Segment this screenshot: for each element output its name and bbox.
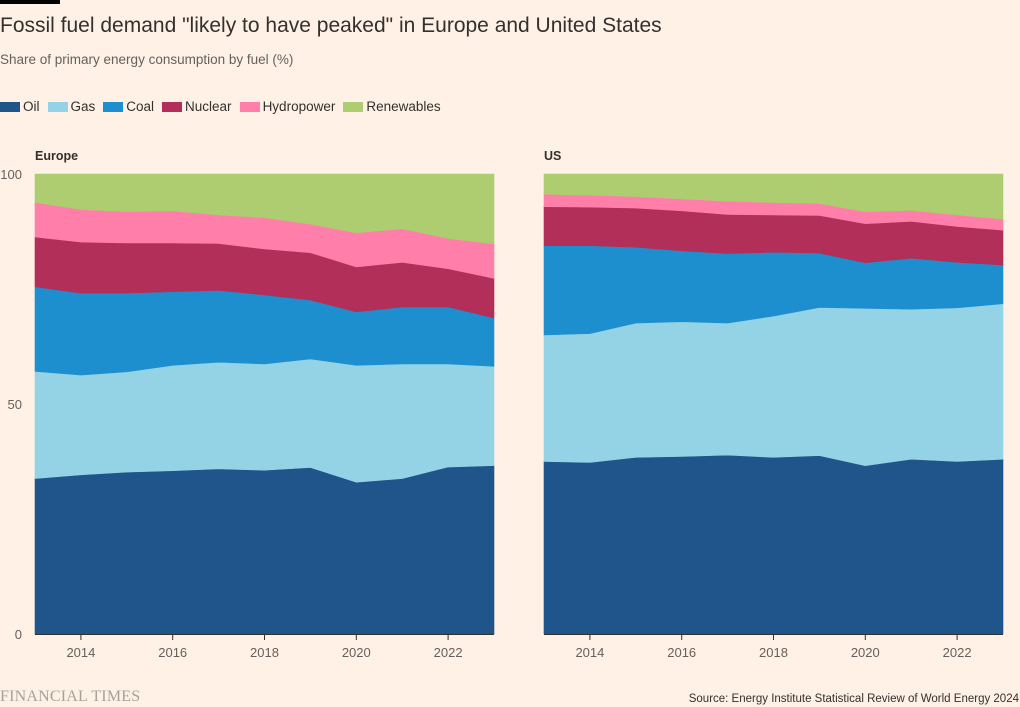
legend-swatch-nuclear: [162, 101, 183, 112]
panel-europe: Europe 2014 2016 2018 2020 2022 0 50 100: [0, 149, 495, 660]
legend-label-renewables: Renewables: [366, 99, 441, 114]
x-tick-label-us-2020: 2020: [851, 645, 880, 660]
chart-subtitle: Share of primary energy consumption by f…: [0, 52, 294, 67]
y-tick-label-50: 50: [8, 397, 22, 412]
legend-swatch-oil: [0, 101, 20, 112]
y-tick-label-100: 100: [0, 167, 22, 182]
panel-title-us: US: [544, 149, 561, 163]
panel-title-europe: Europe: [35, 149, 78, 163]
legend-item-gas: Gas: [47, 99, 96, 114]
y-tick-label-0: 0: [15, 627, 22, 642]
top-accent-bar: [0, 0, 60, 4]
legend-item-coal: Coal: [103, 99, 154, 114]
x-tick-label-us-2018: 2018: [759, 645, 788, 660]
legend: Oil Gas Coal Nuclear Hydropower Renewabl…: [0, 99, 449, 114]
source-note: Source: Energy Institute Statistical Rev…: [688, 693, 1019, 705]
x-tick-label-europe-2020: 2020: [342, 645, 371, 660]
legend-item-oil: Oil: [0, 99, 40, 114]
x-tick-label-europe-2016: 2016: [158, 645, 187, 660]
area-us-oil: [543, 454, 1004, 635]
legend-item-renewables: Renewables: [343, 99, 441, 114]
legend-swatch-renewables: [343, 101, 364, 112]
x-tick-label-europe-2014: 2014: [66, 645, 95, 660]
chart-title: Fossil fuel demand "likely to have peake…: [0, 14, 662, 37]
legend-item-hydropower: Hydropower: [239, 99, 336, 114]
legend-swatch-coal: [103, 101, 124, 112]
area-europe-oil: [34, 465, 495, 635]
x-tick-label-us-2016: 2016: [667, 645, 696, 660]
legend-label-gas: Gas: [70, 99, 96, 114]
x-tick-label-europe-2022: 2022: [434, 645, 463, 660]
panel-us: US 2014 2016 2018 2020 2022: [543, 149, 1004, 660]
area-europe-renewables: [34, 173, 495, 245]
x-tick-label-europe-2018: 2018: [250, 645, 279, 660]
legend-label-coal: Coal: [126, 99, 155, 114]
legend-label-hydropower: Hydropower: [262, 99, 336, 114]
legend-label-oil: Oil: [23, 99, 40, 114]
x-tick-label-us-2022: 2022: [943, 645, 972, 660]
legend-item-nuclear: Nuclear: [162, 99, 232, 114]
x-tick-label-us-2014: 2014: [575, 645, 604, 660]
legend-swatch-gas: [47, 101, 68, 112]
area-us-renewables: [543, 173, 1004, 220]
area-europe-gas: [34, 358, 495, 483]
legend-label-nuclear: Nuclear: [185, 99, 232, 114]
ft-logo: FINANCIAL TIMES: [0, 688, 141, 705]
legend-swatch-hydropower: [239, 101, 260, 112]
